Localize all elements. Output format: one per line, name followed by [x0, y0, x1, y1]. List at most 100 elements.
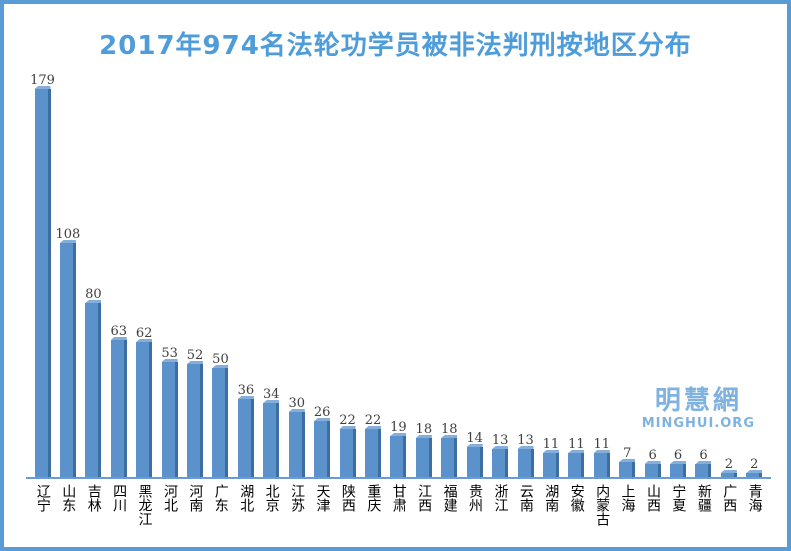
- bar-group: 6: [691, 448, 716, 477]
- bar-group: 22: [335, 413, 360, 477]
- bar-value-label: 6: [648, 448, 657, 463]
- category-label: 安徽: [568, 484, 585, 512]
- bar-group: 26: [310, 405, 335, 477]
- bar-group: 2: [742, 457, 767, 477]
- bar-value-label: 6: [673, 448, 683, 463]
- bar-group: 36: [233, 383, 258, 477]
- bar: [644, 464, 661, 477]
- bars-container: 179 108 80 63 62 53 52 50 36 34 30 26 22 22 19 18 18 14 13…: [30, 73, 767, 477]
- category-label: 贵州: [467, 484, 484, 512]
- category-label: 湖北: [238, 484, 255, 512]
- bar-group: 179: [30, 73, 55, 477]
- bar-group: 50: [208, 352, 233, 477]
- bar: [339, 429, 356, 477]
- chart-title: 2017年974名法轮功学员被非法判刑按地区分布: [99, 31, 692, 61]
- bar-value-label: 11: [542, 437, 560, 452]
- category-label-cell: 福建: [437, 484, 462, 526]
- category-label-cell: 浙江: [488, 484, 513, 526]
- category-label: 重庆: [365, 484, 382, 512]
- bar-value-label: 179: [30, 73, 55, 88]
- bar-group: 2: [716, 457, 741, 477]
- bar: [187, 364, 204, 477]
- bar: [212, 368, 229, 477]
- minghui-logo-latin: MINGHUI.ORG: [641, 416, 755, 431]
- bar-value-label: 62: [135, 326, 153, 341]
- bar-group: 18: [437, 422, 462, 477]
- bar: [593, 453, 610, 477]
- category-label: 广东: [212, 484, 229, 512]
- category-label: 山东: [60, 484, 77, 512]
- category-label: 吉林: [85, 484, 102, 512]
- bar-group: 80: [81, 287, 106, 477]
- bar-value-label: 50: [212, 352, 229, 367]
- bar-group: 11: [538, 437, 563, 477]
- bar: [161, 362, 178, 477]
- bar: [542, 453, 559, 477]
- bar: [34, 89, 51, 477]
- bar-group: 22: [360, 413, 385, 477]
- bar-value-label: 11: [593, 437, 611, 452]
- bar: [85, 303, 102, 477]
- bar-value-label: 2: [724, 457, 734, 472]
- bar-value-label: 7: [623, 446, 632, 461]
- category-label: 天津: [314, 484, 331, 512]
- category-label: 黑龙江: [136, 484, 153, 526]
- bar: [136, 342, 153, 477]
- bar: [364, 429, 381, 477]
- category-label: 山西: [644, 484, 661, 512]
- category-label-cell: 湖南: [538, 484, 563, 526]
- bar-group: 6: [640, 448, 665, 477]
- bar-value-label: 30: [288, 396, 305, 411]
- bar-value-label: 18: [415, 422, 433, 437]
- category-label: 宁夏: [670, 484, 687, 512]
- category-label-cell: 江西: [411, 484, 436, 526]
- bar: [263, 403, 280, 477]
- category-label-cell: 陕西: [335, 484, 360, 526]
- bar-group: 14: [462, 431, 487, 477]
- bar-group: 18: [411, 422, 436, 477]
- category-label: 河北: [161, 484, 178, 512]
- bar: [415, 438, 432, 477]
- bar-value-label: 13: [517, 433, 534, 448]
- category-label-cell: 广西: [716, 484, 741, 526]
- category-label: 新疆: [695, 484, 712, 512]
- category-label-cell: 上海: [615, 484, 640, 526]
- bar: [59, 243, 76, 477]
- minghui-logo-cjk: 明慧網: [654, 386, 742, 416]
- bar-value-label: 14: [466, 431, 483, 446]
- bar: [670, 464, 687, 477]
- bar: [441, 438, 458, 477]
- bar: [390, 436, 407, 477]
- bar-group: 6: [666, 448, 691, 477]
- bar: [492, 449, 509, 477]
- bar-group: 108: [55, 227, 80, 477]
- category-label-cell: 天津: [310, 484, 335, 526]
- category-label-cell: 甘肃: [386, 484, 411, 526]
- category-label-cell: 云南: [513, 484, 538, 526]
- category-label-cell: 山西: [640, 484, 665, 526]
- minghui-watermark: 明慧網 MINGHUI.ORG: [642, 388, 755, 431]
- category-label: 江西: [416, 484, 433, 512]
- category-label-cell: 江苏: [284, 484, 309, 526]
- category-label-cell: 黑龙江: [132, 484, 157, 526]
- category-label: 河南: [187, 484, 204, 512]
- bar-value-label: 34: [263, 387, 280, 402]
- bar-value-label: 63: [110, 324, 128, 339]
- bar-group: 30: [284, 396, 309, 477]
- category-label: 浙江: [492, 484, 509, 512]
- bar-value-label: 26: [313, 405, 331, 420]
- bar-value-label: 19: [390, 420, 407, 435]
- category-label: 湖南: [543, 484, 560, 512]
- category-label: 甘肃: [390, 484, 407, 512]
- bar: [237, 399, 254, 477]
- category-label: 江苏: [289, 484, 306, 512]
- x-axis-line: [26, 477, 771, 479]
- bar-group: 7: [615, 446, 640, 477]
- category-label: 北京: [263, 484, 280, 512]
- bar: [720, 473, 737, 477]
- category-label-cell: 宁夏: [666, 484, 691, 526]
- bar: [695, 464, 712, 477]
- bar-value-label: 6: [699, 448, 708, 463]
- bar: [517, 449, 534, 477]
- bar-group: 53: [157, 346, 182, 477]
